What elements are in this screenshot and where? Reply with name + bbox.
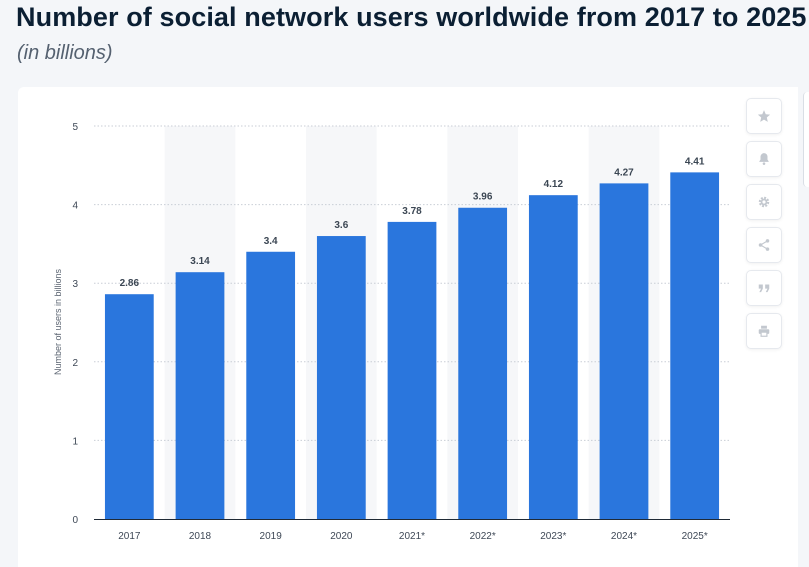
x-tick-label: 2025*	[682, 531, 708, 542]
x-tick-label: 2020	[330, 531, 353, 542]
y-tick-label: 3	[72, 279, 78, 290]
data-label: 4.27	[614, 167, 634, 178]
y-tick-label: 5	[72, 122, 78, 133]
x-tick-label: 2024*	[611, 531, 637, 542]
bar-2019	[246, 251, 296, 519]
bar-2022	[458, 207, 508, 519]
settings-button[interactable]	[746, 184, 782, 220]
data-label: 3.78	[402, 206, 422, 217]
data-label: 3.4	[264, 236, 278, 247]
share-button[interactable]	[746, 227, 782, 263]
share-icon	[758, 239, 770, 251]
quote-icon	[758, 284, 770, 293]
favorite-button[interactable]	[746, 98, 782, 134]
data-label: 3.14	[190, 256, 210, 267]
bar-2017	[104, 294, 154, 519]
data-label: 4.12	[544, 179, 564, 190]
bar-2018	[175, 272, 225, 519]
bell-icon	[759, 153, 769, 165]
x-tick-label: 2017	[118, 531, 141, 542]
print-icon	[758, 325, 770, 337]
page-title: Number of social network users worldwide…	[16, 2, 807, 32]
bar-2021	[387, 221, 437, 519]
x-tick-label: 2018	[189, 531, 212, 542]
x-tick-label: 2023*	[540, 531, 566, 542]
y-tick-label: 4	[72, 201, 78, 212]
x-tick-label: 2022*	[470, 531, 496, 542]
side-panel-edge	[803, 92, 809, 187]
bar-2023	[528, 195, 578, 519]
star-icon	[757, 110, 771, 122]
gear-icon	[758, 196, 770, 208]
cite-button[interactable]	[746, 270, 782, 306]
print-button[interactable]	[746, 313, 782, 349]
y-tick-label: 2	[72, 358, 78, 369]
y-axis-label: Number of users in billions	[53, 268, 63, 375]
data-label: 3.96	[473, 192, 493, 203]
x-tick-label: 2021*	[399, 531, 425, 542]
bar-2020	[316, 236, 366, 520]
notification-button[interactable]	[746, 141, 782, 177]
y-tick-label: 0	[72, 515, 78, 526]
bar-2025	[670, 172, 720, 519]
data-label: 4.41	[685, 156, 705, 167]
page-subtitle: (in billions)	[17, 42, 113, 64]
chart-toolbar	[746, 98, 782, 356]
data-label: 2.86	[120, 278, 140, 289]
data-label: 3.6	[334, 220, 348, 231]
bar-2024	[599, 183, 649, 520]
x-tick-label: 2019	[260, 531, 283, 542]
y-tick-label: 1	[72, 436, 78, 447]
